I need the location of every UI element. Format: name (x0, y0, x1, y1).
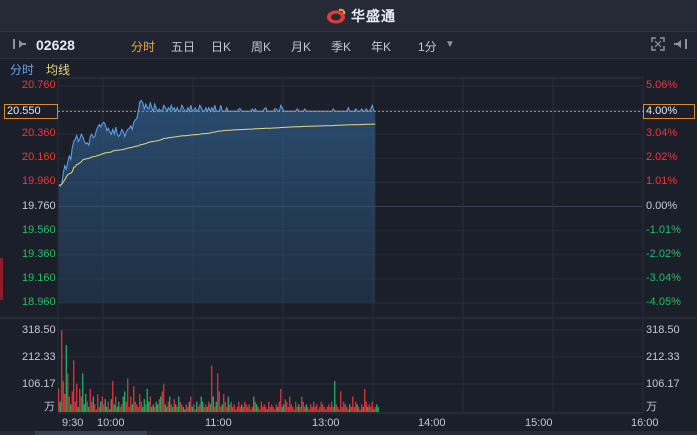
tab-yearly-k[interactable]: 年K (371, 40, 392, 54)
caret-down-icon[interactable]: ▼ (445, 39, 455, 50)
percent-tick-label: 5.06% (646, 79, 678, 91)
expand-icon[interactable] (651, 37, 665, 54)
x-tick: 15:00 (525, 417, 553, 429)
left-edge-marker (0, 258, 3, 300)
toolbar-divider (0, 58, 697, 59)
x-tick: 9:30 (62, 417, 84, 429)
percent-tick-label: 1.01% (646, 175, 678, 188)
collapse-panel-icon[interactable] (672, 37, 688, 54)
price-tick-label: 20.760 (22, 79, 56, 91)
price-tick-label: 18.960 (22, 296, 56, 308)
average-line (58, 123, 376, 186)
tab-1min[interactable]: 1分 (418, 40, 437, 54)
percent-tick-label: -2.02% (646, 247, 681, 260)
x-tick: 14:00 (418, 417, 446, 429)
tab-daily-k[interactable]: 日K (211, 40, 232, 54)
current-price-label: 20.550 (4, 104, 58, 120)
volume-tick-label: 106.17 (646, 378, 680, 390)
percent-tick-label: -4.05% (646, 296, 681, 308)
tab-weekly-k[interactable]: 周K (251, 40, 272, 54)
percent-tick-label: 0.00% (646, 199, 678, 212)
price-area (58, 100, 376, 303)
panel-toggle-icon[interactable] (12, 37, 28, 54)
current-percent-label: 4.00% (643, 104, 695, 120)
percent-tick-label: -3.04% (646, 271, 681, 284)
price-tick-label: 19.560 (22, 223, 56, 236)
price-tick-label: 20.360 (22, 127, 56, 140)
x-tick: 13:00 (312, 417, 340, 429)
avg-line-label[interactable]: 均线 (46, 63, 71, 77)
percent-tick-label: -1.01% (646, 223, 681, 236)
tab-intraday[interactable]: 分时 (131, 40, 156, 54)
volume-tick-label: 106.17 (22, 378, 56, 390)
brand-logo: 华盛通 (325, 6, 396, 26)
volume-tick-label: 318.50 (646, 324, 680, 336)
tab-quarterly-k[interactable]: 季K (331, 40, 352, 54)
price-tick-label: 19.760 (22, 199, 56, 212)
brand-logo-icon (327, 8, 346, 24)
indicator-bar: 分时 均线 (0, 59, 697, 78)
x-tick: 16:00 (631, 417, 659, 429)
price-tick-label: 19.360 (22, 247, 56, 260)
volume-unit-label: 万 (646, 401, 657, 413)
price-tick-label: 19.960 (22, 175, 56, 188)
volume-tick-label: 318.50 (22, 324, 56, 336)
x-tick: 10:00 (97, 417, 125, 429)
volume-tick-label: 212.33 (22, 351, 56, 363)
time-scrollbar-thumb[interactable] (35, 431, 147, 435)
stock-code: 02628 (36, 37, 75, 53)
toolbar: 02628 分时 五日 日K 周K 月K 季K 年K 1分 ▼ (0, 32, 697, 58)
mode-label[interactable]: 分时 (10, 63, 35, 77)
volume-unit-label: 万 (44, 401, 55, 413)
tab-monthly-k[interactable]: 月K (291, 40, 312, 54)
percent-tick-label: 3.04% (646, 127, 678, 140)
percent-tick-label: 2.02% (646, 151, 678, 164)
brand-name: 华盛通 (351, 8, 396, 24)
x-tick: 11:00 (205, 417, 232, 429)
price-tick-label: 20.160 (22, 151, 56, 164)
volume-tick-label: 212.33 (646, 351, 680, 363)
title-bar: 华盛通 (0, 0, 697, 32)
time-scrollbar[interactable] (0, 431, 697, 435)
price-tick-label: 19.160 (22, 271, 56, 284)
tab-five-day[interactable]: 五日 (171, 40, 196, 54)
